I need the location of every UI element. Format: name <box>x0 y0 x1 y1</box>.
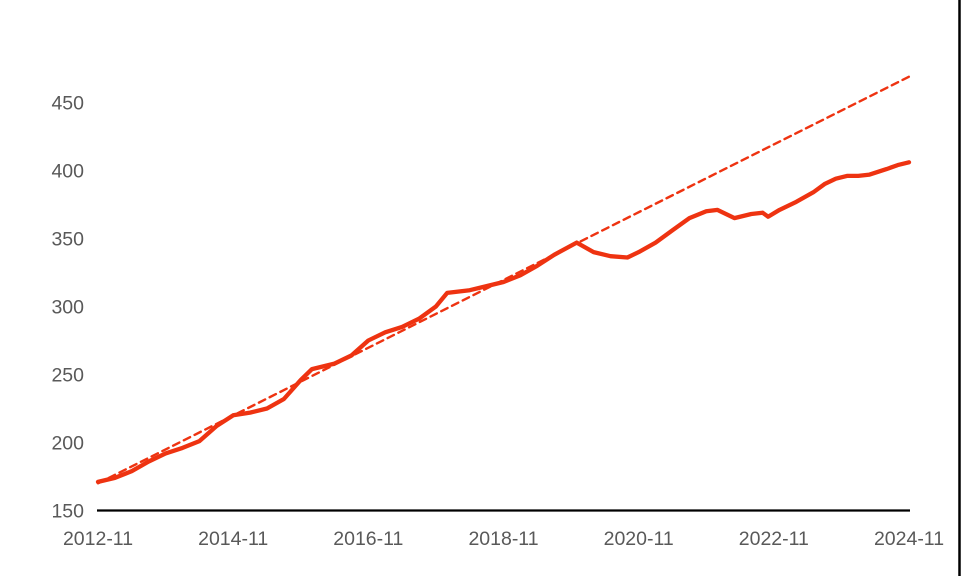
x-axis-tick-label: 2020-11 <box>604 528 674 550</box>
x-axis-tick-label: 2016-11 <box>333 528 403 550</box>
y-axis-tick-label: 200 <box>51 433 84 455</box>
x-axis-tick-label: 2012-11 <box>63 528 133 550</box>
x-axis-tick-label: 2024-11 <box>874 528 944 550</box>
x-axis-tick-label: 2014-11 <box>198 528 268 550</box>
y-axis-tick-label: 400 <box>51 161 84 183</box>
y-axis-tick-label: 250 <box>51 365 84 387</box>
x-axis-tick-label: 2018-11 <box>468 528 538 550</box>
series-solid-line <box>95 160 912 485</box>
y-axis-tick-label: 150 <box>51 501 84 523</box>
x-axis-tick-label: 2022-11 <box>739 528 809 550</box>
y-axis-tick-label: 450 <box>51 93 84 115</box>
y-axis-tick-label: 350 <box>51 229 84 251</box>
y-axis-tick-label: 300 <box>51 297 84 319</box>
